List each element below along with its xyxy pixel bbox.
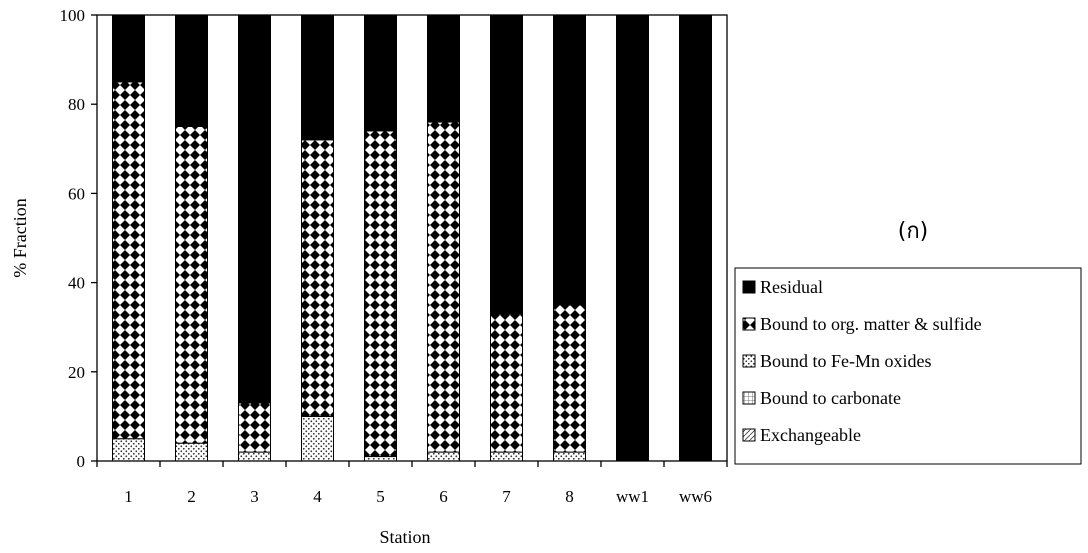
x-tick-label: 1 bbox=[124, 487, 133, 506]
y-tick-label: 100 bbox=[60, 6, 86, 25]
bar-segment-bound-to-fe-mn-oxides-station-4 bbox=[301, 415, 334, 462]
y-axis-title: % Fraction bbox=[10, 198, 30, 277]
bar-segment-bound-to-fe-mn-oxides-station-7 bbox=[490, 451, 523, 462]
bar-segment-residual-station-2 bbox=[175, 14, 208, 127]
x-tick-label: ww1 bbox=[616, 487, 649, 506]
legend-label-bound-to-fe-mn-oxides: Bound to Fe-Mn oxides bbox=[760, 351, 932, 371]
bar-segment-bound-to-fe-mn-oxides-station-5 bbox=[364, 456, 397, 462]
bar-segment-residual-station-1 bbox=[112, 14, 145, 83]
y-tick-label: 20 bbox=[68, 363, 85, 382]
legend-swatch-exchangeable bbox=[742, 428, 756, 442]
bar-segment-residual-station-5 bbox=[364, 14, 397, 132]
bar-segment-bound-to-org-matter-sulfide-station-7 bbox=[490, 313, 523, 453]
x-axis: 1 2 3 4 5 6 7 8 ww1 ww6 bbox=[96, 461, 728, 506]
legend: Residual Bound to org. matter & sulfide Bo… bbox=[734, 267, 1082, 465]
bar-segment-residual-station-4 bbox=[301, 14, 334, 141]
legend-swatch-residual bbox=[742, 280, 756, 294]
y-tick-label: 40 bbox=[68, 274, 85, 293]
legend-swatch-bound-to-carbonate bbox=[742, 391, 756, 405]
x-tick-label: 8 bbox=[565, 487, 574, 506]
bar-segment-bound-to-fe-mn-oxides-station-1 bbox=[112, 438, 145, 462]
bar-segment-residual-station-8 bbox=[553, 14, 586, 306]
plot-area bbox=[96, 14, 728, 462]
bar-segment-bound-to-org-matter-sulfide-station-1 bbox=[112, 81, 145, 440]
bar-segment-residual-station-7 bbox=[490, 14, 523, 315]
x-tick-label: 3 bbox=[250, 487, 259, 506]
bar-segment-bound-to-org-matter-sulfide-station-6 bbox=[427, 121, 460, 453]
legend-label-bound-to-carbonate: Bound to carbonate bbox=[760, 388, 901, 408]
x-tick-label: 4 bbox=[313, 487, 322, 506]
bar-segment-bound-to-org-matter-sulfide-station-4 bbox=[301, 139, 334, 417]
x-tick-label: ww6 bbox=[679, 487, 712, 506]
legend-swatch-bound-to-fe-mn-oxides bbox=[742, 354, 756, 368]
x-tick-label: 7 bbox=[502, 487, 511, 506]
y-tick-label: 0 bbox=[77, 452, 86, 471]
bar-segment-bound-to-fe-mn-oxides-station-6 bbox=[427, 451, 460, 462]
bar-segment-bound-to-org-matter-sulfide-station-5 bbox=[364, 130, 397, 458]
bar-segment-bound-to-fe-mn-oxides-station-8 bbox=[553, 451, 586, 462]
bar-segment-bound-to-org-matter-sulfide-station-8 bbox=[553, 304, 586, 453]
x-axis-title: Station bbox=[379, 527, 430, 547]
bar-segment-residual-station-ww1 bbox=[616, 14, 649, 462]
bar-segment-residual-station-6 bbox=[427, 14, 460, 123]
bar-segment-bound-to-org-matter-sulfide-station-3 bbox=[238, 402, 271, 453]
bar-segment-residual-station-ww6 bbox=[679, 14, 712, 462]
legend-label-bound-to-org-matter-sulfide: Bound to org. matter & sulfide bbox=[760, 314, 982, 334]
panel-label: (ก) bbox=[898, 219, 929, 244]
legend-box bbox=[734, 267, 1082, 465]
bar-segment-bound-to-fe-mn-oxides-station-3 bbox=[238, 451, 271, 462]
bar-segment-bound-to-org-matter-sulfide-station-2 bbox=[175, 126, 208, 444]
x-tick-label: 6 bbox=[439, 487, 448, 506]
x-tick-label: 5 bbox=[376, 487, 385, 506]
bar-segment-residual-station-3 bbox=[238, 14, 271, 404]
bar-segment-bound-to-fe-mn-oxides-station-2 bbox=[175, 442, 208, 462]
legend-label-exchangeable: Exchangeable bbox=[760, 425, 861, 445]
y-tick-label: 80 bbox=[68, 95, 85, 114]
y-tick-label: 60 bbox=[68, 184, 85, 203]
legend-label-residual: Residual bbox=[760, 277, 823, 297]
legend-swatch-bound-to-org-matter-sulfide bbox=[742, 317, 756, 331]
y-axis: 0 20 40 60 80 100 bbox=[60, 6, 97, 471]
x-tick-label: 2 bbox=[187, 487, 196, 506]
